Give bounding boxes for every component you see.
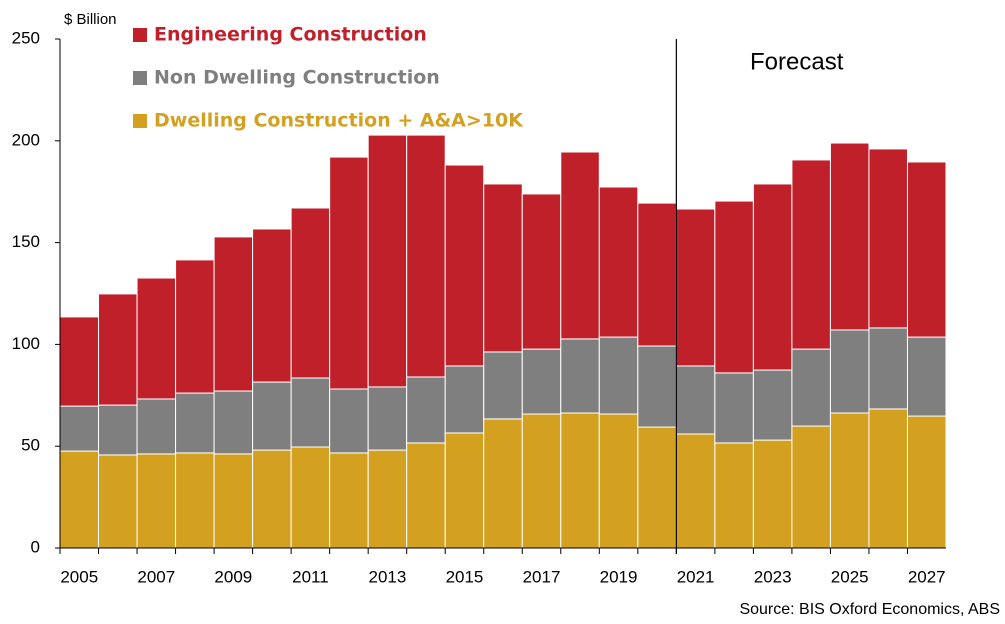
source: Source: BIS Oxford Economics, ABS: [739, 601, 1000, 618]
bar-segment: [252, 381, 292, 451]
x-tick-label: 2013: [369, 567, 407, 586]
bar-segment: [637, 202, 677, 347]
bar-segment: [136, 398, 177, 455]
bar-segment: [483, 183, 523, 353]
bar-segment: [906, 336, 947, 417]
bar-segment: [829, 142, 870, 331]
bar-segment: [329, 452, 369, 549]
bar-segment: [175, 392, 215, 454]
bar-segment: [560, 151, 600, 340]
bar-segment: [329, 156, 369, 390]
bar-segment: [906, 415, 947, 549]
y-tick-label: 200: [12, 130, 40, 149]
x-tick-label: 2007: [137, 567, 175, 586]
legend-swatch: [133, 28, 147, 42]
bar-segment: [367, 386, 408, 451]
bar-segment: [136, 277, 177, 400]
bar-segment: [752, 369, 793, 441]
bar-segment: [521, 193, 562, 350]
bar-segment: [290, 377, 331, 448]
legend-label: Non Dwelling Construction: [154, 67, 440, 89]
legend-label: Engineering Construction: [154, 24, 427, 46]
bar-segment: [98, 293, 138, 406]
bar-segment: [136, 453, 177, 549]
bar-segment: [714, 372, 754, 444]
bar-segment: [252, 228, 292, 383]
x-tick-label: 2025: [831, 567, 869, 586]
bar-segment: [521, 348, 562, 415]
bar-segment: [675, 208, 716, 367]
bar-segment: [560, 412, 600, 549]
bar-segment: [829, 329, 870, 414]
bar-segment: [444, 432, 485, 549]
y-tick-label: 250: [12, 28, 40, 47]
bar-segment: [791, 425, 831, 549]
y-tick-label: 50: [21, 436, 40, 455]
bar-segment: [906, 161, 947, 338]
bar-segment: [637, 426, 677, 549]
y-tick-label: 150: [12, 232, 40, 251]
bar-segment: [791, 348, 831, 427]
x-tick-label: 2023: [754, 567, 792, 586]
bar-segment: [213, 453, 254, 549]
bar-segment: [444, 164, 485, 367]
bar-segment: [290, 207, 331, 379]
legend-swatch: [133, 114, 147, 128]
bar-segment: [290, 446, 331, 549]
bar-segment: [98, 404, 138, 456]
bar-segment: [213, 236, 254, 392]
bar-segment: [406, 442, 446, 549]
legend-swatch: [133, 71, 147, 85]
bar-segment: [213, 390, 254, 455]
annotation: Forecast: [750, 48, 844, 75]
bar-segment: [752, 183, 793, 371]
bar-segment: [868, 408, 908, 549]
bar-segment: [675, 365, 716, 435]
bar-segment: [367, 449, 408, 549]
x-tick-label: 2019: [600, 567, 638, 586]
bar-segment: [175, 259, 215, 394]
bar-segment: [444, 365, 485, 434]
x-tick-label: 2005: [60, 567, 98, 586]
bar-segment: [59, 405, 100, 452]
x-tick-label: 2015: [446, 567, 484, 586]
legend-label: Dwelling Construction + A&A>10K: [154, 110, 524, 132]
x-tick-label: 2021: [677, 567, 715, 586]
x-tick-label: 2009: [214, 567, 252, 586]
bar-segment: [560, 338, 600, 414]
x-tick-label: 2017: [523, 567, 561, 586]
bar-segment: [598, 336, 639, 415]
bar-segment: [791, 159, 831, 350]
bar-segment: [59, 450, 100, 549]
y-tick-label: 100: [12, 334, 40, 353]
x-tick-label: 2011: [292, 567, 329, 586]
bar-segment: [98, 454, 138, 549]
bar-segment: [406, 376, 446, 444]
bar-segment: [175, 452, 215, 549]
bar-segment: [714, 200, 754, 374]
bar-segment: [868, 327, 908, 410]
y-tick-label: 0: [31, 537, 40, 556]
bar-segment: [521, 413, 562, 549]
bar-segment: [598, 413, 639, 549]
bar-segment: [59, 316, 100, 407]
bar-segment: [829, 412, 870, 549]
bar-segment: [367, 134, 408, 388]
bar-segment: [252, 449, 292, 549]
bar-segment: [714, 442, 754, 549]
bar-segment: [868, 148, 908, 329]
bar-segment: [675, 433, 716, 549]
bar-segment: [406, 134, 446, 378]
x-tick-label: 2027: [908, 567, 946, 586]
bar-segment: [483, 418, 523, 549]
y-axis-label: $ Billion: [64, 11, 117, 28]
bar-segment: [598, 186, 639, 338]
bar-segment: [752, 439, 793, 549]
bar-segment: [637, 345, 677, 428]
bar-segment: [483, 351, 523, 420]
bar-segment: [329, 388, 369, 454]
